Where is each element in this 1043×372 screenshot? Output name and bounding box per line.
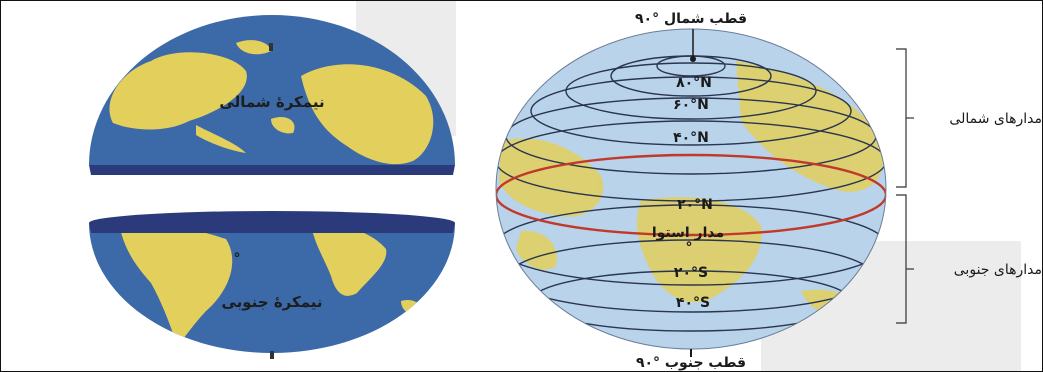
southern-bracket — [896, 194, 914, 324]
southern-hemisphere: ° نیمکرهٔ جنوبی — [89, 211, 455, 359]
southern-hemisphere-label: نیمکرهٔ جنوبی — [221, 293, 322, 311]
northern-latitudes-label: مدارهای شمالی — [949, 111, 1042, 127]
lat-20s-label: ۲۰°S — [674, 265, 708, 281]
lat-40n-label: ۴۰°N — [673, 130, 709, 146]
lat-40s-label: ۴۰°S — [676, 295, 710, 311]
south-pole-label: قطب جنوب °۹۰ — [636, 355, 746, 371]
northern-hemisphere-label: نیمکرهٔ شمالی — [219, 93, 324, 111]
north-pole-label: قطب شمال °۹۰ — [635, 11, 747, 27]
globe — [495, 28, 887, 357]
lat-20n-label: ۲۰°N — [677, 197, 713, 213]
equator-degree-label: ° — [686, 240, 693, 256]
lat-60n-label: ۶۰°N — [673, 97, 709, 113]
lat-80n-label: ۸۰°N — [676, 75, 712, 91]
southern-latitudes-label: مدارهای جنوبی — [954, 262, 1042, 278]
degree-mark: ° — [234, 251, 241, 267]
northern-bracket — [896, 48, 914, 188]
equator-label: مدار استوا — [652, 225, 724, 241]
northern-hemisphere: نیمکرهٔ شمالی — [89, 15, 455, 175]
